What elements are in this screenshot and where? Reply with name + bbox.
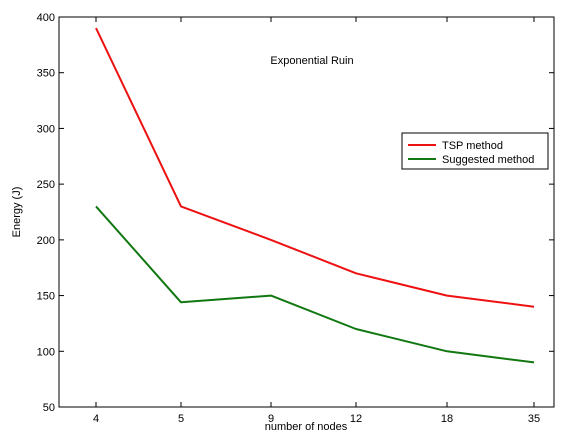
legend-box bbox=[401, 132, 549, 170]
y-tick-label: 150 bbox=[37, 291, 55, 303]
legend-label-suggested-method: Suggested method bbox=[442, 154, 534, 166]
y-tick-label: 350 bbox=[37, 68, 55, 80]
y-tick-label: 50 bbox=[43, 402, 55, 414]
x-tick-label: 18 bbox=[441, 413, 453, 425]
x-tick-label: 35 bbox=[528, 413, 540, 425]
x-tick-label: 4 bbox=[93, 413, 99, 425]
y-tick-label: 400 bbox=[37, 12, 55, 24]
x-axis-label: number of nodes bbox=[265, 421, 348, 433]
y-axis-label: Energy (J) bbox=[11, 187, 23, 238]
y-tick-label: 250 bbox=[37, 179, 55, 191]
y-tick-label: 200 bbox=[37, 235, 55, 247]
y-tick-label: 100 bbox=[37, 346, 55, 358]
legend: TSP method Suggested method bbox=[401, 132, 549, 170]
x-tick-label: 9 bbox=[268, 413, 274, 425]
legend-label-tsp-method: TSP method bbox=[442, 140, 503, 152]
series-line-suggested-method bbox=[95, 205, 535, 364]
axis-ticks: 50 100 150 200 250 300 350 400 4 5 9 12 18 35 bbox=[37, 12, 554, 425]
plot-area bbox=[58, 16, 555, 408]
x-tick-label: 12 bbox=[350, 413, 362, 425]
series-lines bbox=[95, 27, 535, 364]
series-line-tsp-method bbox=[95, 27, 535, 308]
y-tick-label: 300 bbox=[37, 123, 55, 135]
chart-title: Exponential Ruin bbox=[270, 55, 353, 67]
x-tick-label: 5 bbox=[178, 413, 184, 425]
